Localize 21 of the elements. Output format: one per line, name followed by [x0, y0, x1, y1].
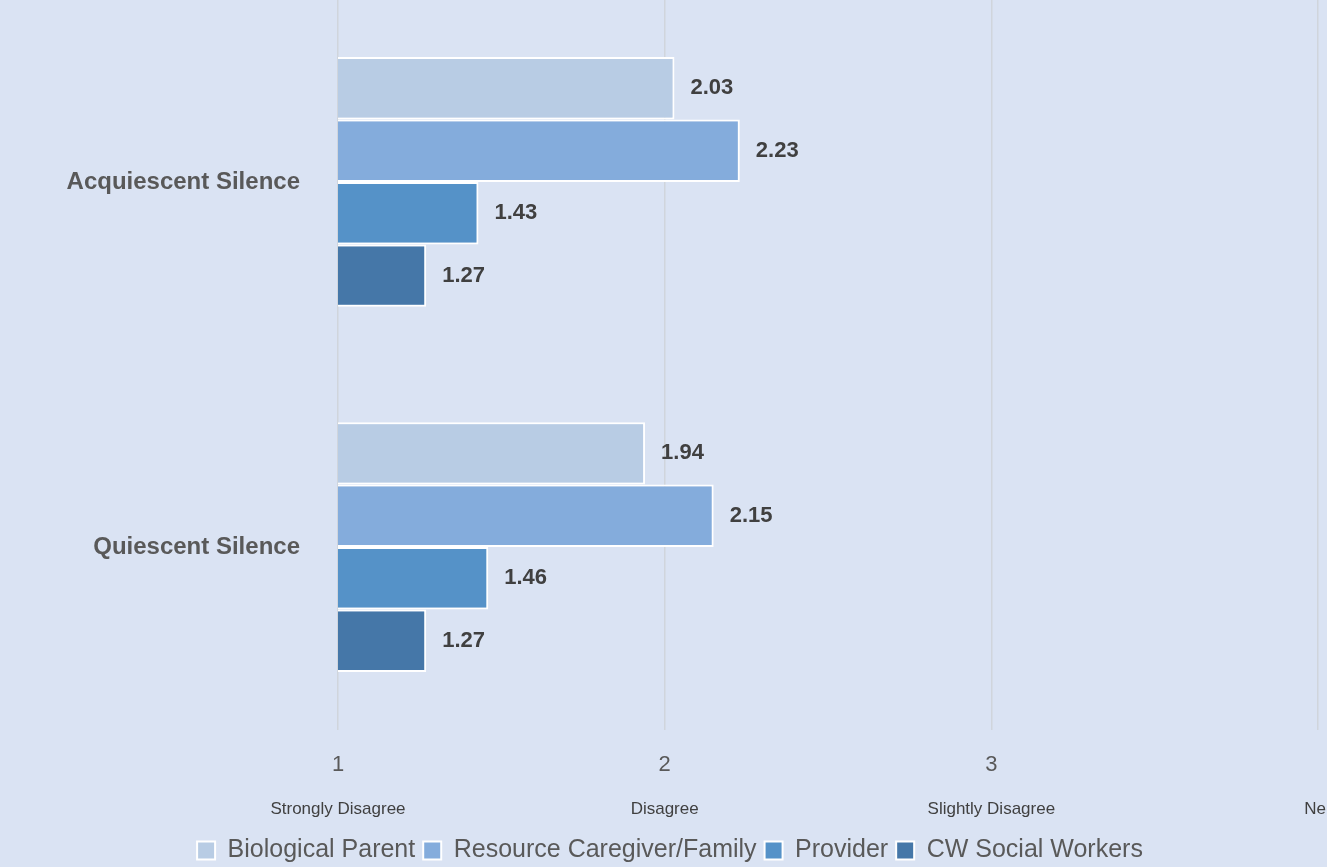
data-label: 1.43 — [494, 199, 538, 225]
legend-label: CW Social Workers — [926, 834, 1143, 863]
data-label: 2.03 — [690, 74, 734, 100]
x-tick-label: 3 — [985, 750, 998, 776]
x-tick-label: 1 — [331, 750, 345, 776]
text: Ne — [1304, 799, 1326, 819]
data-label: 1.27 — [442, 261, 486, 287]
data-label: 2.15 — [729, 501, 773, 527]
legend-label: Biological Parent — [227, 834, 416, 863]
legend-label: Resource Caregiver/Family — [453, 834, 758, 863]
data-label: 2.23 — [755, 136, 799, 162]
data-label: 1.94 — [661, 439, 705, 465]
text: Slightly Disagree — [927, 799, 1056, 819]
y-tick-label: Quiescent Silence — [93, 531, 300, 559]
x-tick-label: 2 — [658, 750, 671, 776]
y-tick-label: Acquiescent Silence — [66, 166, 300, 194]
legend-label: Provider — [795, 834, 889, 863]
data-label: 1.46 — [504, 564, 548, 590]
text: Strongly Disagree — [270, 799, 406, 819]
data-label: 1.27 — [442, 626, 486, 652]
text: Disagree — [630, 799, 699, 819]
